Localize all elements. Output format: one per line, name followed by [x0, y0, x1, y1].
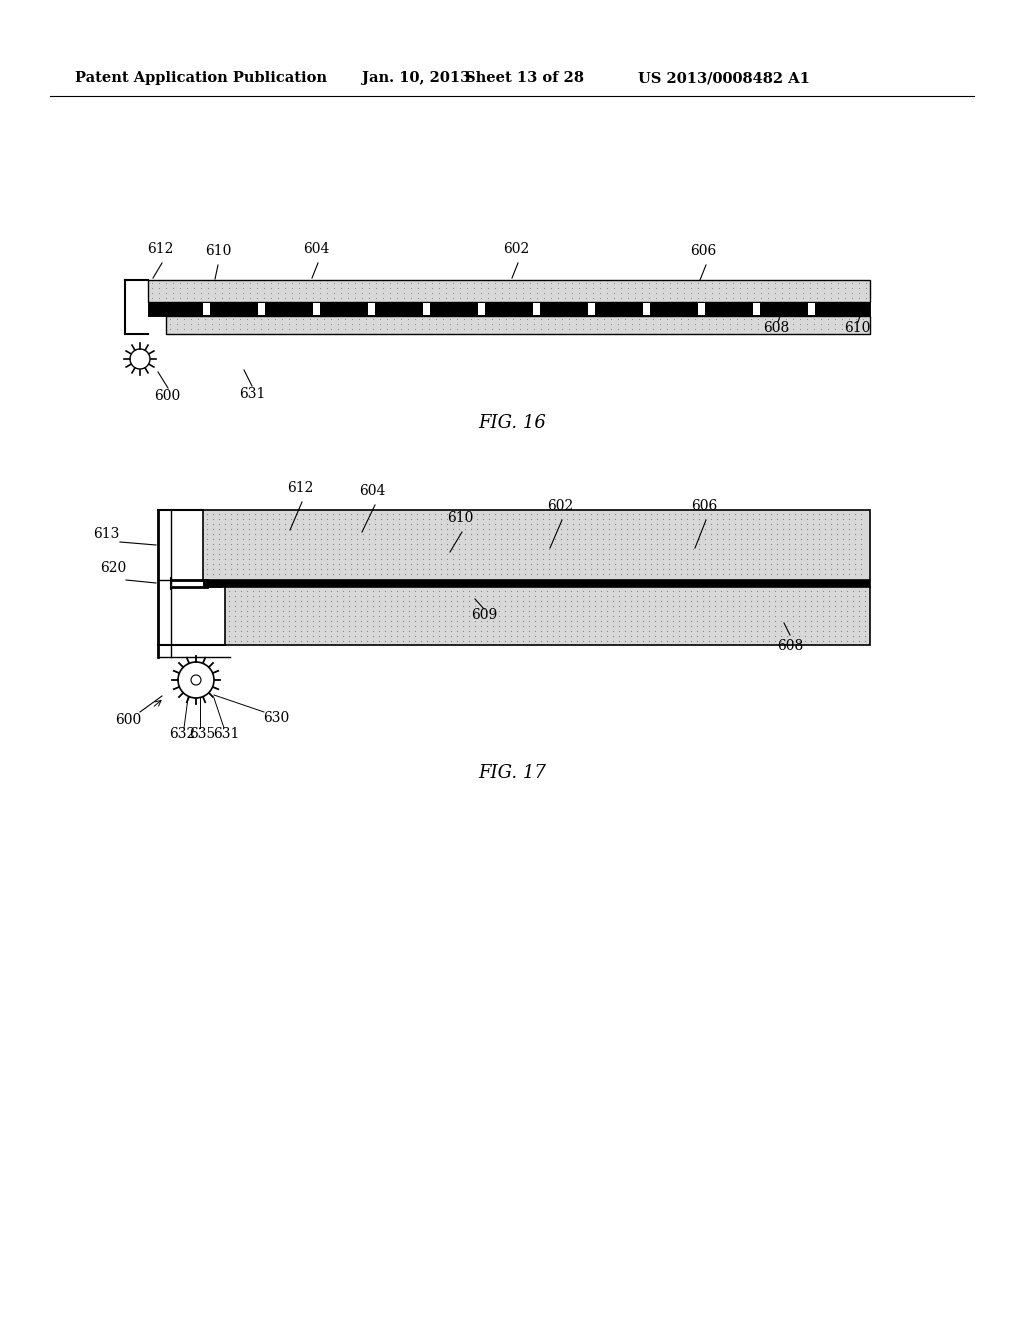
- Bar: [148, 280, 870, 302]
- Text: 610: 610: [844, 321, 870, 335]
- Text: 604: 604: [358, 484, 385, 498]
- Text: 610: 610: [205, 244, 231, 257]
- Text: FIG. 16: FIG. 16: [478, 414, 546, 432]
- Text: FIG. 17: FIG. 17: [478, 764, 546, 781]
- Text: Jan. 10, 2013: Jan. 10, 2013: [362, 71, 470, 84]
- Bar: [148, 302, 870, 315]
- Bar: [203, 579, 870, 587]
- Bar: [848, 302, 870, 315]
- Text: 608: 608: [763, 321, 790, 335]
- Bar: [148, 302, 170, 315]
- Bar: [588, 304, 595, 315]
- Text: 604: 604: [303, 242, 329, 256]
- Text: 635: 635: [188, 727, 215, 741]
- Text: 612: 612: [146, 242, 173, 256]
- Text: 602: 602: [503, 242, 529, 256]
- Circle shape: [191, 675, 201, 685]
- Text: 606: 606: [691, 499, 717, 513]
- Text: 613: 613: [93, 527, 119, 541]
- Bar: [478, 304, 485, 315]
- Circle shape: [178, 663, 214, 698]
- Circle shape: [130, 348, 150, 370]
- Bar: [203, 579, 221, 587]
- Text: 606: 606: [690, 244, 716, 257]
- Bar: [313, 304, 319, 315]
- Bar: [368, 304, 375, 315]
- Text: 608: 608: [777, 639, 803, 653]
- Text: 600: 600: [154, 389, 180, 403]
- Text: Patent Application Publication: Patent Application Publication: [75, 71, 327, 84]
- Bar: [166, 315, 870, 334]
- Bar: [203, 510, 870, 579]
- Bar: [423, 304, 430, 315]
- Bar: [258, 304, 265, 315]
- Bar: [808, 304, 815, 315]
- Bar: [203, 304, 210, 315]
- Text: 631: 631: [239, 387, 265, 401]
- Text: US 2013/0008482 A1: US 2013/0008482 A1: [638, 71, 810, 84]
- Text: 631: 631: [213, 727, 240, 741]
- Text: 630: 630: [263, 711, 289, 725]
- Text: Sheet 13 of 28: Sheet 13 of 28: [465, 71, 584, 84]
- Text: 609: 609: [471, 609, 497, 622]
- Bar: [753, 304, 760, 315]
- Bar: [225, 587, 870, 645]
- Bar: [534, 304, 540, 315]
- Text: 610: 610: [446, 511, 473, 525]
- Text: 612: 612: [287, 480, 313, 495]
- Text: 602: 602: [547, 499, 573, 513]
- Text: 632: 632: [169, 727, 196, 741]
- Bar: [643, 304, 650, 315]
- Bar: [698, 304, 705, 315]
- Text: 600: 600: [115, 713, 141, 727]
- Text: 620: 620: [100, 561, 126, 576]
